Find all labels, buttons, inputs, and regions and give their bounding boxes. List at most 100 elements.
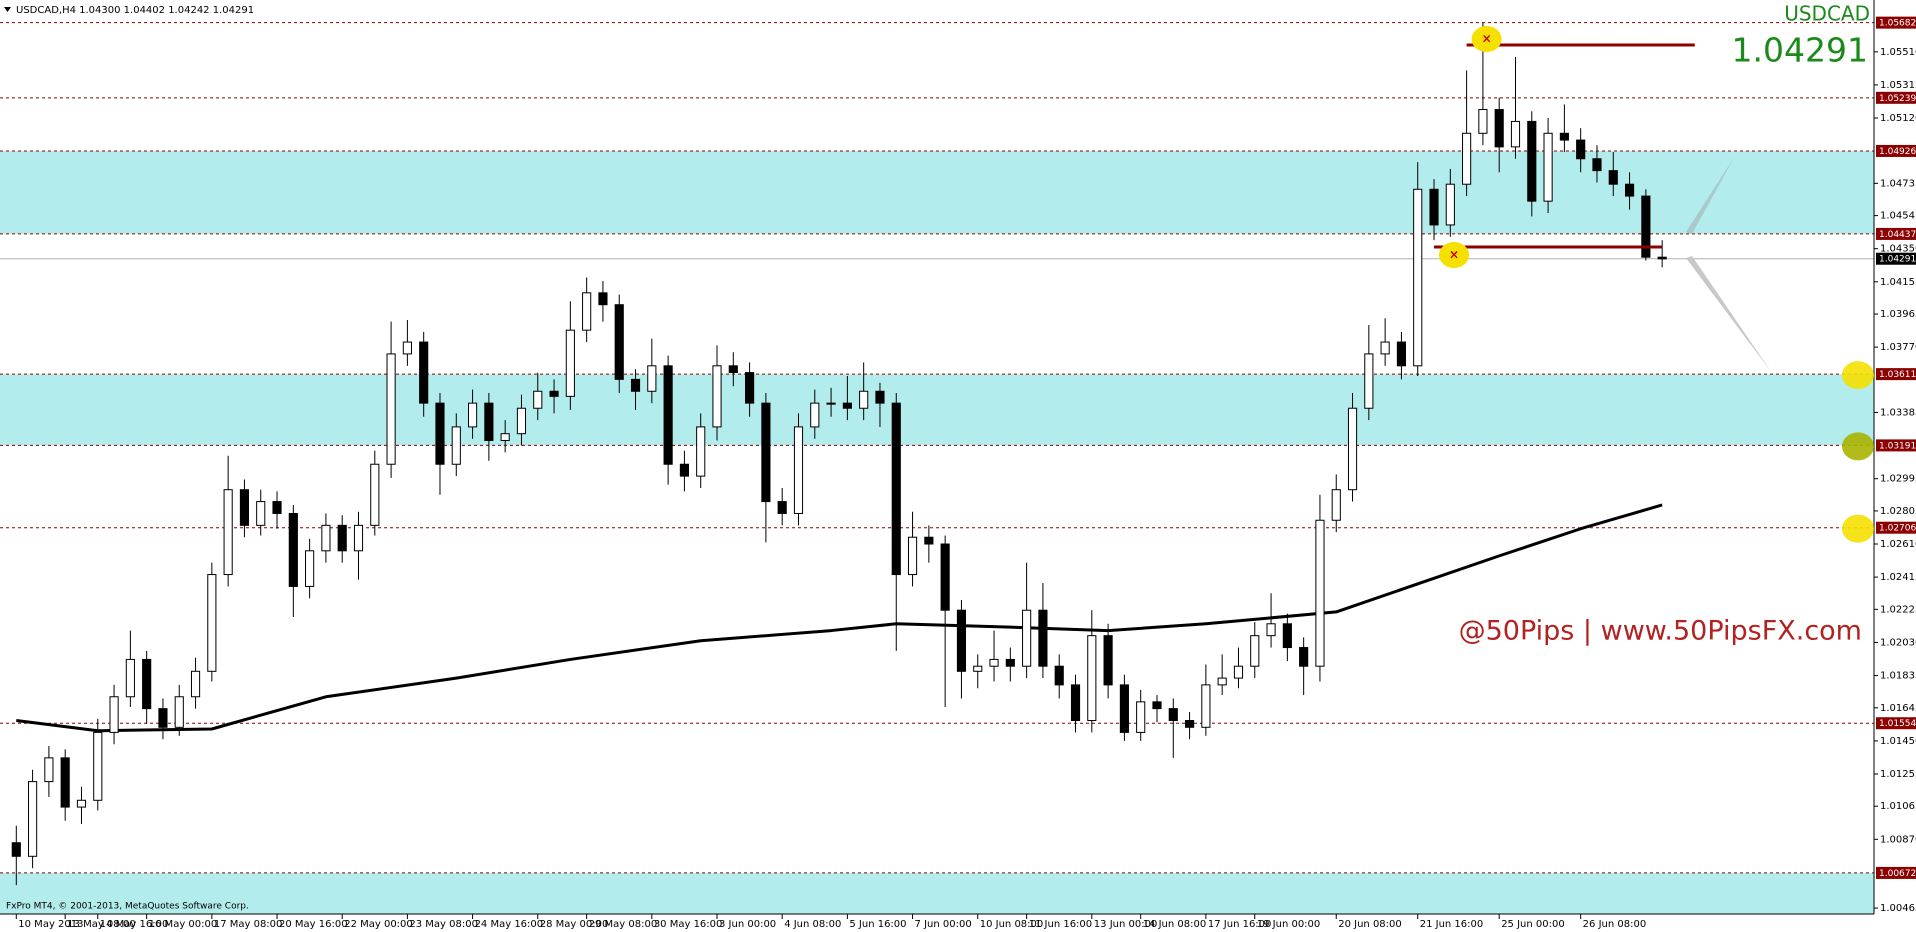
y-tick-label: 1.04735 [1880,178,1916,189]
candle-body [712,365,722,428]
x-tick-label: 23 May 08:00 [409,919,478,930]
y-tick-label: 1.00870 [1880,834,1916,845]
x-tick-label: 20 May 16:00 [279,919,348,930]
menu-triangle [4,7,11,12]
candle-body [1624,183,1635,197]
x-tick-label: 11 Jun 16:00 [1029,919,1093,930]
candle-body [305,550,315,587]
y-tick-label: 1.03770 [1880,342,1916,353]
level-label-bg [1876,91,1916,104]
candle-body [1136,701,1146,733]
candle-body [565,329,575,397]
candle-body [630,378,641,392]
candle-body [1429,188,1439,226]
candle-body [484,402,494,441]
x-tick-label: 22 May 00:00 [344,919,413,930]
candle-body [696,426,706,477]
annotation-marker [1471,26,1502,53]
x-tick-label: 13 Jun 00:00 [1094,919,1158,930]
x-tick-label: 14 May 16:00 [100,919,169,930]
candle-body [223,489,233,576]
candle-body [142,658,152,710]
candle-body [907,536,918,576]
level-label: 1.00672 [1879,869,1916,879]
zone [0,374,1874,446]
y-tick-label: 1.02030 [1880,637,1916,648]
candle-body [239,489,250,526]
y-tick-label: 1.03965 [1880,309,1916,320]
level-label: 1.03611 [1879,370,1916,380]
candle-body [370,463,380,526]
candle-body [1413,188,1423,367]
candle-body [1380,341,1390,355]
candle-body [1315,519,1325,667]
candle-body [44,757,54,783]
x-tick-label: 24 May 16:00 [475,919,544,930]
candle-body [1022,609,1032,667]
annotation-x: × [1449,248,1459,262]
candle-body [598,292,608,306]
candle-body [109,696,119,733]
candle-body [956,609,967,672]
candle-body [28,781,38,857]
candle-body [1201,684,1211,728]
chart-header: USDCAD,H4 1.04300 1.04402 1.04242 1.0429… [16,5,254,16]
candle-body [663,365,673,465]
candle-body [1266,623,1276,637]
candle-body [549,390,559,397]
candle-body [875,390,885,404]
candle-body [190,670,201,698]
level-marker [1842,514,1874,543]
candle-body [174,696,184,728]
level-label: 1.02706 [1879,524,1916,534]
annotation-x: × [1482,32,1492,46]
candle-body [761,402,771,503]
level-label: 1.05682 [1879,19,1916,29]
candle-body [1364,353,1374,409]
candle-body [353,524,364,552]
level-label: 1.04437 [1879,230,1916,240]
candle-body [1510,120,1521,148]
symbol-label: USDCAD [1784,2,1870,26]
candle-body [207,574,217,672]
candle-body [1119,684,1129,733]
candle-body [1168,708,1178,722]
candle-body [93,731,103,801]
projection-arrow [1686,156,1735,234]
level-label-bg [1876,717,1916,730]
candle-body [1527,120,1537,202]
y-tick-label: 1.02610 [1880,539,1916,550]
last-price-label-bg [1876,252,1916,265]
candle-body [288,512,298,587]
candle-body [745,372,755,404]
candle-body [679,463,689,477]
candle-body [1070,684,1081,722]
x-tick-label: 13 May 08:00 [67,919,136,930]
candle-body [810,402,820,428]
y-tick-label: 1.01450 [1880,736,1916,747]
y-tick-label: 1.05315 [1880,80,1916,91]
candle-body [973,665,983,672]
candle-body [777,501,787,514]
candle-body [1103,635,1113,686]
x-tick-label: 30 May 16:00 [654,919,723,930]
x-tick-label: 25 Jun 00:00 [1501,919,1565,930]
annotation-marker [1439,242,1470,269]
candle-body [125,658,135,698]
copyright: FxPro MT4, © 2001-2013, MetaQuotes Softw… [6,902,249,912]
candle-body [1005,658,1015,667]
candle-body [337,524,347,552]
y-tick-label: 1.05120 [1880,113,1916,124]
x-tick-label: 26 Jun 08:00 [1583,919,1647,930]
x-tick-label: 10 May 2013 [18,919,83,930]
candle-body [516,407,527,435]
level-marker [1842,432,1874,461]
level-label: 1.05239 [1879,94,1916,104]
candle-body [1478,109,1488,134]
x-tick-label: 3 Jun 00:00 [719,919,776,930]
x-tick-label: 28 May 00:00 [540,919,609,930]
candle-body [500,433,510,441]
candle-body [158,708,168,728]
level-label: 1.03191 [1879,441,1916,451]
